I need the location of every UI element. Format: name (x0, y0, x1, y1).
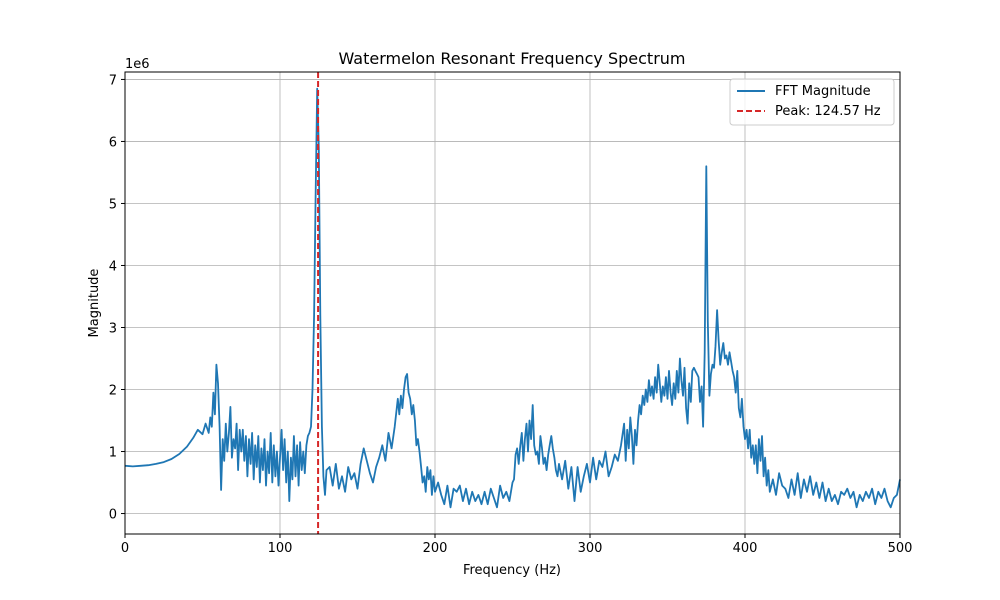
plot-frame (124, 71, 901, 535)
x-tick-label-300: 300 (578, 541, 603, 556)
y-axis-label: Magnitude (87, 269, 102, 338)
x-tick-label-0: 0 (121, 541, 129, 556)
y-tick-label-1: 1 (109, 446, 117, 461)
x-tick-label-500: 500 (888, 541, 913, 556)
x-axis-label: Frequency (Hz) (463, 563, 561, 578)
y-tick-label-2: 2 (109, 384, 117, 399)
y-tick-label-0: 0 (109, 508, 117, 523)
x-tick-label-200: 200 (423, 541, 448, 556)
legend-label-peak: Peak: 124.57 Hz (775, 104, 881, 119)
legend-label-fft-magnitude: FFT Magnitude (775, 84, 871, 99)
x-tick-label-400: 400 (733, 541, 758, 556)
y-tick-label-4: 4 (109, 259, 117, 274)
legend: FFT Magnitude Peak: 124.57 Hz (729, 78, 895, 126)
series-line-fft-magnitude (124, 87, 901, 509)
y-tick-label-3: 3 (109, 321, 117, 336)
x-tick-label-100: 100 (268, 541, 293, 556)
y-tick-label-7: 7 (109, 73, 117, 88)
legend-box (729, 78, 895, 126)
chart-title: Watermelon Resonant Frequency Spectrum (339, 49, 686, 68)
axis-ticks: 0 100 200 300 400 500 0 1 2 3 4 5 6 7 (109, 73, 913, 556)
y-tick-label-6: 6 (109, 135, 117, 150)
y-tick-label-5: 5 (109, 197, 117, 212)
y-scale-label: 1e6 (125, 57, 150, 72)
series-layer (124, 72, 901, 534)
